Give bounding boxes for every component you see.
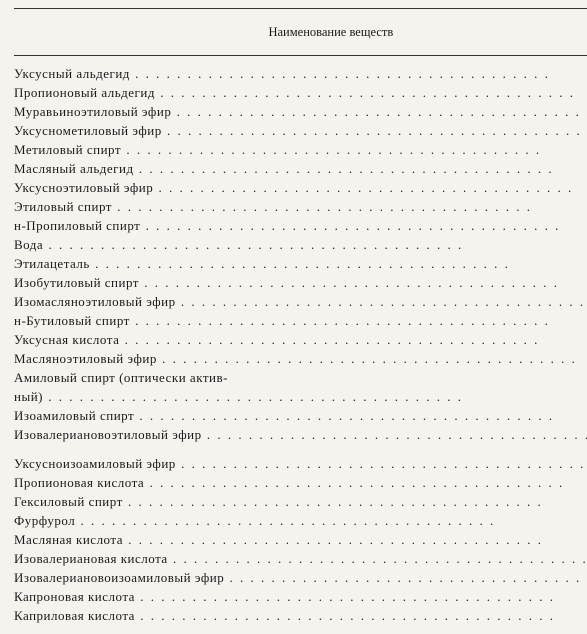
table-row: Изобутиловый спирт . . . . . . . . . . .… (14, 274, 587, 293)
substance-name: Пропионовый альдегид . . . . . . . . . .… (14, 84, 587, 103)
substance-name: Масляная кислота . . . . . . . . . . . .… (14, 531, 587, 550)
substance-name: ный) . . . . . . . . . . . . . . . . . .… (14, 388, 587, 407)
substances-table: Наименование веществ Химические формулы … (14, 8, 587, 626)
substance-name: Масляный альдегид . . . . . . . . . . . … (14, 160, 587, 179)
table-row: Пропионовый альдегид . . . . . . . . . .… (14, 84, 587, 103)
table-row: Этиловый спирт . . . . . . . . . . . . .… (14, 198, 587, 217)
table-row: Муравьиноэтиловый эфир . . . . . . . . .… (14, 103, 587, 122)
table-row: Масляноэтиловый эфир . . . . . . . . . .… (14, 350, 587, 369)
table-row: Масляная кислота . . . . . . . . . . . .… (14, 531, 587, 550)
substance-name: н-Бутиловый спирт . . . . . . . . . . . … (14, 312, 587, 331)
spacer-row (14, 445, 587, 455)
substance-name: Пропионовая кислота . . . . . . . . . . … (14, 474, 587, 493)
substance-name: Вода . . . . . . . . . . . . . . . . . .… (14, 236, 587, 255)
substance-name: Изовалериановая кислота . . . . . . . . … (14, 550, 587, 569)
substance-name: Масляноэтиловый эфир . . . . . . . . . .… (14, 350, 587, 369)
substance-name: н-Пропиловый спирт . . . . . . . . . . .… (14, 217, 587, 236)
substance-name: Изовалериановоизоамиловый эфир . . . . .… (14, 569, 587, 588)
table-row: ный) . . . . . . . . . . . . . . . . . .… (14, 388, 587, 407)
table-row: Изовалериановоизоамиловый эфир . . . . .… (14, 569, 587, 588)
table-row: Метиловый спирт . . . . . . . . . . . . … (14, 141, 587, 160)
table-row: Фурфурол . . . . . . . . . . . . . . . .… (14, 512, 587, 531)
substance-name: Изомасляноэтиловый эфир . . . . . . . . … (14, 293, 587, 312)
table-row: Уксуснометиловый эфир . . . . . . . . . … (14, 122, 587, 141)
substance-name: Амиловый спирт (оптически актив- (14, 369, 587, 388)
table-row: Уксусный альдегид . . . . . . . . . . . … (14, 56, 587, 84)
table-row: Гексиловый спирт . . . . . . . . . . . .… (14, 493, 587, 512)
table-row: Уксусноэтиловый эфир . . . . . . . . . .… (14, 179, 587, 198)
table-row: н-Бутиловый спирт . . . . . . . . . . . … (14, 312, 587, 331)
substance-name: Уксуснометиловый эфир . . . . . . . . . … (14, 122, 587, 141)
header-name: Наименование веществ (14, 9, 587, 56)
table-row: Вода . . . . . . . . . . . . . . . . . .… (14, 236, 587, 255)
substance-name: Каприловая кислота . . . . . . . . . . .… (14, 607, 587, 626)
substance-name: Метиловый спирт . . . . . . . . . . . . … (14, 141, 587, 160)
substance-name: Муравьиноэтиловый эфир . . . . . . . . .… (14, 103, 587, 122)
table-row: Пропионовая кислота . . . . . . . . . . … (14, 474, 587, 493)
substance-name: Уксусный альдегид . . . . . . . . . . . … (14, 56, 587, 84)
substance-name: Уксусноэтиловый эфир . . . . . . . . . .… (14, 179, 587, 198)
table-row: Этилацеталь . . . . . . . . . . . . . . … (14, 255, 587, 274)
substance-name: Гексиловый спирт . . . . . . . . . . . .… (14, 493, 587, 512)
table-row: Изовалериановоэтиловый эфир . . . . . . … (14, 426, 587, 445)
substance-name: Уксусная кислота . . . . . . . . . . . .… (14, 331, 587, 350)
substance-name: Фурфурол . . . . . . . . . . . . . . . .… (14, 512, 587, 531)
table-row: Изомасляноэтиловый эфир . . . . . . . . … (14, 293, 587, 312)
substance-name: Этилацеталь . . . . . . . . . . . . . . … (14, 255, 587, 274)
table-row: Капроновая кислота . . . . . . . . . . .… (14, 588, 587, 607)
substance-name: Изовалериановоэтиловый эфир . . . . . . … (14, 426, 587, 445)
substance-name: Этиловый спирт . . . . . . . . . . . . .… (14, 198, 587, 217)
table-row: Изоамиловый спирт . . . . . . . . . . . … (14, 407, 587, 426)
substance-name: Капроновая кислота . . . . . . . . . . .… (14, 588, 587, 607)
substance-name: Уксусноизоамиловый эфир . . . . . . . . … (14, 455, 587, 474)
table-row: н-Пропиловый спирт . . . . . . . . . . .… (14, 217, 587, 236)
substance-name: Изоамиловый спирт . . . . . . . . . . . … (14, 407, 587, 426)
table-row: Уксусная кислота . . . . . . . . . . . .… (14, 331, 587, 350)
table-row: Изовалериановая кислота . . . . . . . . … (14, 550, 587, 569)
table-row: Масляный альдегид . . . . . . . . . . . … (14, 160, 587, 179)
table-row: Каприловая кислота . . . . . . . . . . .… (14, 607, 587, 626)
substance-name: Изобутиловый спирт . . . . . . . . . . .… (14, 274, 587, 293)
header-row: Наименование веществ Химические формулы … (14, 9, 587, 56)
table-row: Амиловый спирт (оптически актив- (14, 369, 587, 388)
table-row: Уксусноизоамиловый эфир . . . . . . . . … (14, 455, 587, 474)
